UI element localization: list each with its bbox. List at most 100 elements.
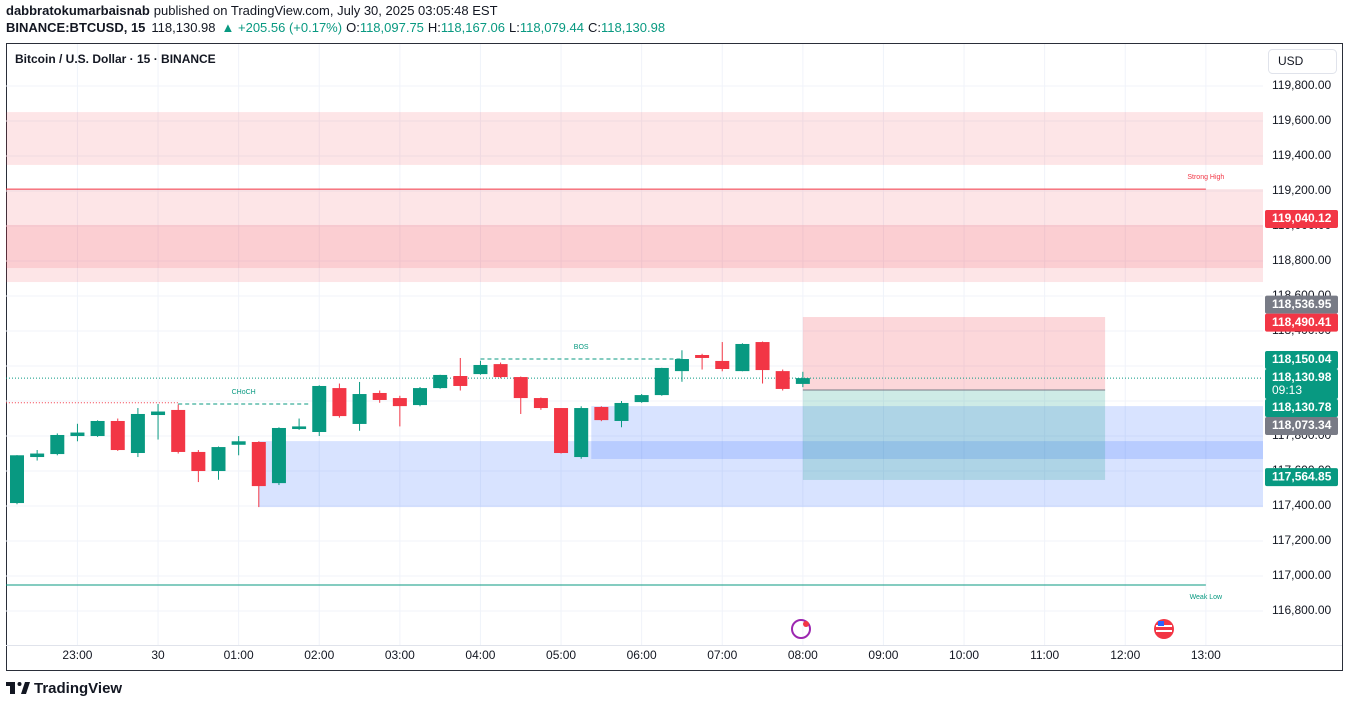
price-badge-label: 118,536.95 bbox=[1272, 297, 1332, 311]
level-label: Strong High bbox=[1187, 174, 1224, 181]
candle-body bbox=[634, 395, 649, 403]
x-tick-label: 11:00 bbox=[1030, 648, 1059, 662]
candle-body bbox=[191, 451, 206, 472]
zone bbox=[591, 406, 1263, 459]
x-tick-label: 30 bbox=[151, 648, 165, 662]
candle-body bbox=[50, 434, 65, 455]
candle-body bbox=[413, 388, 427, 406]
candle-body bbox=[755, 342, 770, 371]
price-badge bbox=[1265, 417, 1338, 436]
y-tick-label: 119,800.00 bbox=[1272, 78, 1331, 92]
price-badge bbox=[1265, 209, 1338, 228]
price-badge-label: 119,040.12 bbox=[1272, 211, 1332, 225]
ohlc-value: 118,079.44 bbox=[520, 20, 584, 35]
zone bbox=[6, 224, 1263, 269]
zone bbox=[258, 441, 1263, 508]
candle-body bbox=[70, 432, 85, 437]
y-tick-label: 117,400.00 bbox=[1272, 498, 1331, 512]
candle-body bbox=[110, 420, 125, 451]
y-tick-label: 117,200.00 bbox=[1272, 533, 1331, 547]
ohlc-key: H: bbox=[428, 20, 441, 35]
price-badge bbox=[1265, 313, 1338, 332]
x-tick-label: 09:00 bbox=[868, 648, 898, 662]
candle-body bbox=[130, 413, 145, 454]
price-badge bbox=[1265, 351, 1338, 370]
candle-body bbox=[292, 426, 307, 430]
x-tick-label: 05:00 bbox=[546, 648, 576, 662]
level-label: CHoCH bbox=[232, 389, 256, 396]
price-badge-label: 118,150.04 bbox=[1272, 352, 1332, 366]
author: dabbratokumarbaisnab bbox=[6, 3, 150, 18]
candle-body bbox=[312, 385, 327, 433]
candle-body bbox=[271, 427, 286, 484]
published: published on TradingView.com, July 30, 2… bbox=[154, 3, 498, 18]
candle-body bbox=[211, 447, 226, 472]
candle-body bbox=[654, 367, 669, 396]
candle-body bbox=[352, 394, 367, 424]
ohlc-key: O: bbox=[346, 20, 360, 35]
candle-body bbox=[332, 388, 347, 417]
last-price: 118,130.98 bbox=[151, 20, 215, 35]
candle-body bbox=[251, 441, 266, 487]
ohlc-value: 118,167.06 bbox=[441, 20, 505, 35]
candle-body bbox=[151, 411, 166, 416]
x-tick-label: 03:00 bbox=[385, 648, 415, 662]
symbol: BINANCE:BTCUSD, 15 bbox=[6, 20, 145, 35]
candle-body bbox=[372, 392, 387, 400]
x-tick-label: 01:00 bbox=[224, 648, 254, 662]
y-tick-label: 119,600.00 bbox=[1272, 113, 1331, 127]
level-label: Weak Low bbox=[1190, 594, 1223, 601]
zone bbox=[6, 189, 1263, 283]
candle-body bbox=[574, 408, 589, 458]
grid bbox=[6, 44, 1263, 645]
ohlc-value: 118,097.75 bbox=[360, 20, 424, 35]
level-label: BOS bbox=[574, 344, 589, 351]
y-tick-label: 116,800.00 bbox=[1272, 603, 1331, 617]
candle-body bbox=[493, 364, 508, 378]
candle-body bbox=[30, 453, 45, 458]
candle-body bbox=[614, 402, 629, 421]
x-tick-label: 23:00 bbox=[62, 648, 92, 662]
candle-body bbox=[594, 406, 609, 421]
x-tick-label: 13:00 bbox=[1191, 648, 1221, 662]
price-badge-label: 118,490.41 bbox=[1272, 315, 1332, 329]
x-tick-label: 10:00 bbox=[949, 648, 979, 662]
currency[interactable]: USD bbox=[1278, 54, 1304, 68]
price-badge-label: 118,130.78 bbox=[1272, 400, 1332, 414]
logo bbox=[6, 682, 30, 694]
candle-body bbox=[90, 420, 105, 437]
x-tick-label: 02:00 bbox=[304, 648, 334, 662]
y-tick-label: 119,400.00 bbox=[1272, 148, 1331, 162]
header-line: dabbratokumarbaisnab published on Trading… bbox=[6, 3, 498, 18]
candle-body bbox=[695, 355, 710, 358]
zone bbox=[802, 317, 1106, 391]
ohlc-key: L: bbox=[509, 20, 520, 35]
zone bbox=[802, 390, 1106, 480]
x-tick-label: 12:00 bbox=[1110, 648, 1140, 662]
candle-body bbox=[453, 376, 468, 386]
candle-body bbox=[533, 398, 548, 409]
chart-title: Bitcoin / U.S. Dollar · 15 · BINANCE bbox=[15, 52, 216, 66]
symbol-line: BINANCE:BTCUSD, 15 118,130.98 ▲ +205.56 (+… bbox=[6, 20, 665, 35]
candle-body bbox=[554, 408, 569, 454]
drawings: Strong High Weak Low CHoCH BOS bbox=[6, 112, 1263, 601]
candle-body bbox=[513, 377, 528, 399]
y-tick-label: 117,000.00 bbox=[1272, 568, 1331, 582]
event-icon bbox=[791, 619, 811, 639]
change: ▲ +205.56 (+0.17%) bbox=[222, 20, 343, 35]
candle-body bbox=[674, 359, 689, 372]
price-badge bbox=[1265, 399, 1338, 418]
price-badge bbox=[1265, 295, 1338, 314]
candle-body bbox=[715, 360, 730, 370]
price-axis: 116,800.00 117,000.00 117,200.00 117,400.00… bbox=[62, 78, 1338, 662]
x-tick-label: 04:00 bbox=[465, 648, 495, 662]
flag-icon bbox=[1154, 619, 1174, 639]
brand: TradingView bbox=[34, 680, 122, 697]
candle-body bbox=[433, 374, 448, 389]
countdown: 09:13 bbox=[1272, 383, 1302, 397]
currency-button[interactable] bbox=[1268, 49, 1337, 74]
price-badge bbox=[1265, 369, 1338, 400]
candle-body bbox=[735, 343, 750, 372]
